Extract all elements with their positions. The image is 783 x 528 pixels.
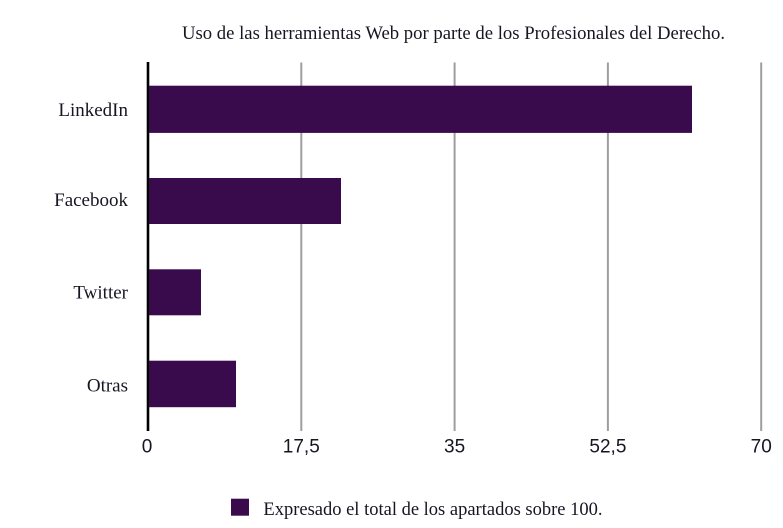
svg-text:LinkedIn: LinkedIn bbox=[58, 100, 128, 121]
svg-text:Expresado el total de los apar: Expresado el total de los apartados sobr… bbox=[263, 500, 602, 520]
svg-text:35: 35 bbox=[444, 437, 465, 458]
svg-text:52,5: 52,5 bbox=[589, 437, 626, 458]
svg-text:Facebook: Facebook bbox=[54, 190, 128, 211]
svg-text:70: 70 bbox=[751, 437, 772, 458]
svg-text:Twitter: Twitter bbox=[73, 283, 128, 304]
svg-text:17,5: 17,5 bbox=[283, 437, 320, 458]
svg-text:Otras: Otras bbox=[87, 376, 128, 397]
svg-text:Uso de las herramientas Web po: Uso de las herramientas Web por parte de… bbox=[182, 23, 725, 44]
svg-text:0: 0 bbox=[142, 437, 153, 458]
